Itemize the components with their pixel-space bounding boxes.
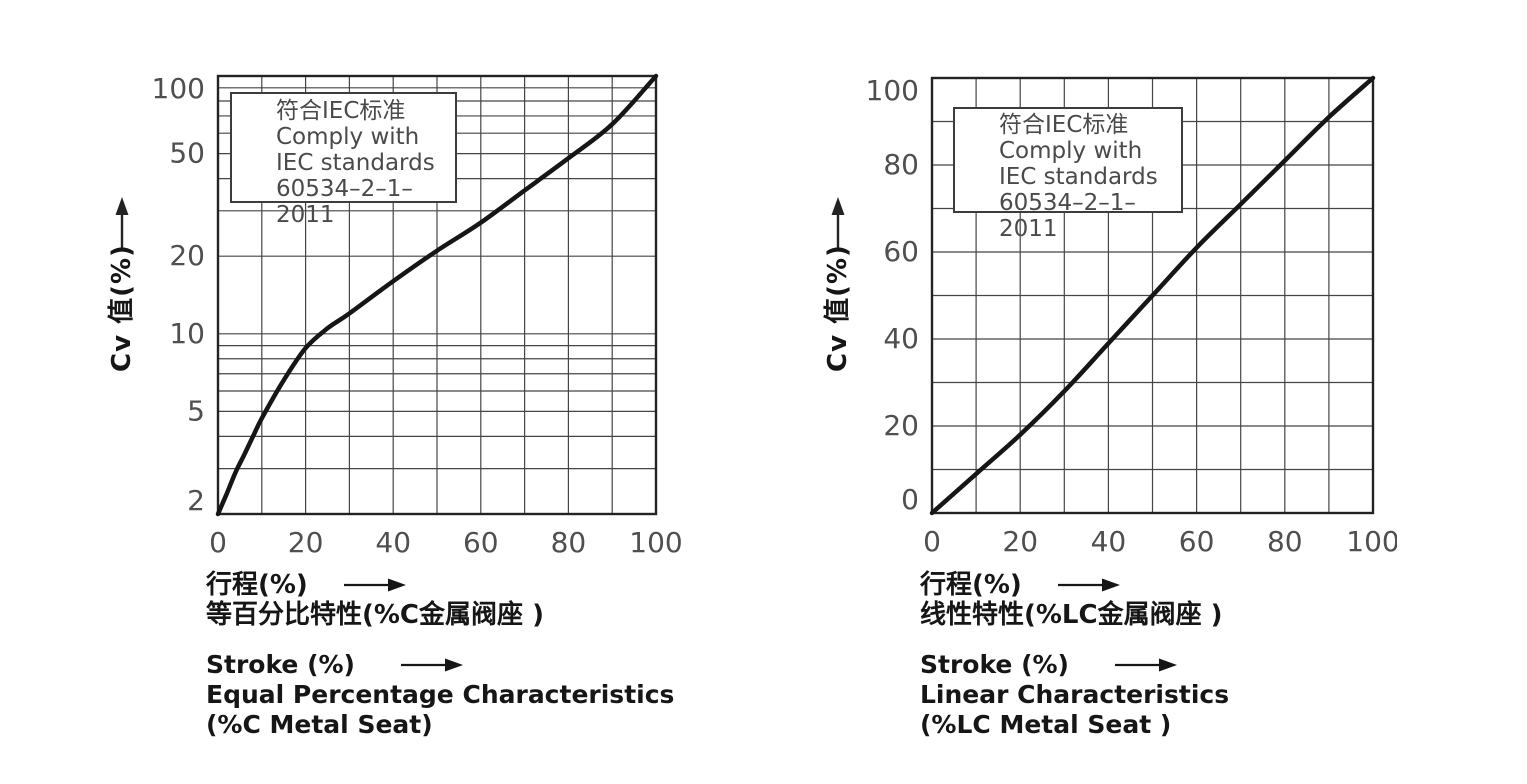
x-axis-label-en: Stroke (%) [206,650,355,679]
characteristic-seat-en: (%LC Metal Seat ) [920,710,1172,739]
right-arrow-icon [400,658,463,672]
y-tick-label: 50 [169,137,205,170]
y-tick-label: 100 [866,74,919,107]
iec-note-line: Comply with [276,124,420,150]
y-tick-label: 20 [169,239,205,272]
y-tick-label: 40 [883,322,919,355]
iec-note-box: 符合IEC标准 Comply with IEC standards 60534–… [953,107,1183,242]
y-tick-label: 0 [901,483,919,516]
characteristic-subtitle-en: Linear Characteristics [920,680,1230,709]
iec-note-line: Comply with [999,138,1143,164]
x-axis-caption-cn: 行程(%) 线性特性(%LC金属阀座 ) [920,570,1223,630]
y-tick-label: 100 [152,72,205,105]
right-arrow-icon [343,578,406,592]
up-arrow-icon [115,197,129,249]
x-tick-label: 60 [1179,525,1215,558]
up-arrow-icon [831,197,845,249]
x-axis-caption-cn: 行程(%) 等百分比特性(%C金属阀座 ) [206,570,544,630]
characteristic-seat-en: (%C Metal Seat) [206,710,433,739]
iec-note-line: IEC standards [999,164,1158,190]
characteristic-subtitle-cn: 线性特性(%LC金属阀座 ) [920,600,1223,630]
characteristic-subtitle-en: Equal Percentage Characteristics [206,680,675,709]
right-arrow-icon [1057,578,1120,592]
y-tick-label: 60 [883,235,919,268]
plot-border [930,76,1375,515]
iec-note-box: 符合IEC标准 Comply with IEC standards 60534–… [230,92,457,228]
x-axis-label-cn: 行程(%) [920,570,1022,600]
x-axis-caption-en: Stroke (%) Linear Characteristics (%LC M… [920,650,1229,740]
y-tick-label: 10 [169,317,205,350]
x-axis-label-cn: 行程(%) [206,570,308,600]
iec-note-line: IEC standards [276,150,435,176]
y-tick-label: 2 [187,484,205,517]
iec-note-line: 符合IEC标准 [999,112,1129,138]
x-tick-label: 20 [288,526,324,559]
x-tick-label: 0 [923,525,941,558]
y-axis-label: Cv 值(%) [823,244,853,372]
x-tick-label: 40 [375,526,411,559]
iec-note-line: 60534–2–1–2011 [276,176,413,228]
characteristic-subtitle-cn: 等百分比特性(%C金属阀座 ) [206,600,544,630]
x-tick-label: 60 [463,526,499,559]
y-axis-label: Cv 值(%) [107,244,137,372]
iec-note-line: 60534–2–1–2011 [999,190,1136,242]
y-tick-label: 20 [883,409,919,442]
characteristic-curve [215,73,659,517]
y-tick-label: 5 [187,394,205,427]
x-tick-label: 40 [1091,525,1127,558]
characteristic-curve [929,75,1376,516]
right-arrow-icon [1114,658,1177,672]
y-tick-label: 80 [883,148,919,181]
plot-border [216,74,658,516]
x-tick-label: 80 [1267,525,1303,558]
x-tick-label: 100 [629,526,682,559]
x-tick-label: 20 [1002,525,1038,558]
x-axis-label-en: Stroke (%) [920,650,1069,679]
iec-note-line: 符合IEC标准 [276,98,406,124]
x-tick-label: 100 [1346,525,1397,558]
x-tick-label: 80 [551,526,587,559]
x-axis-caption-en: Stroke (%) Equal Percentage Characterist… [206,650,674,740]
x-tick-label: 0 [209,526,227,559]
